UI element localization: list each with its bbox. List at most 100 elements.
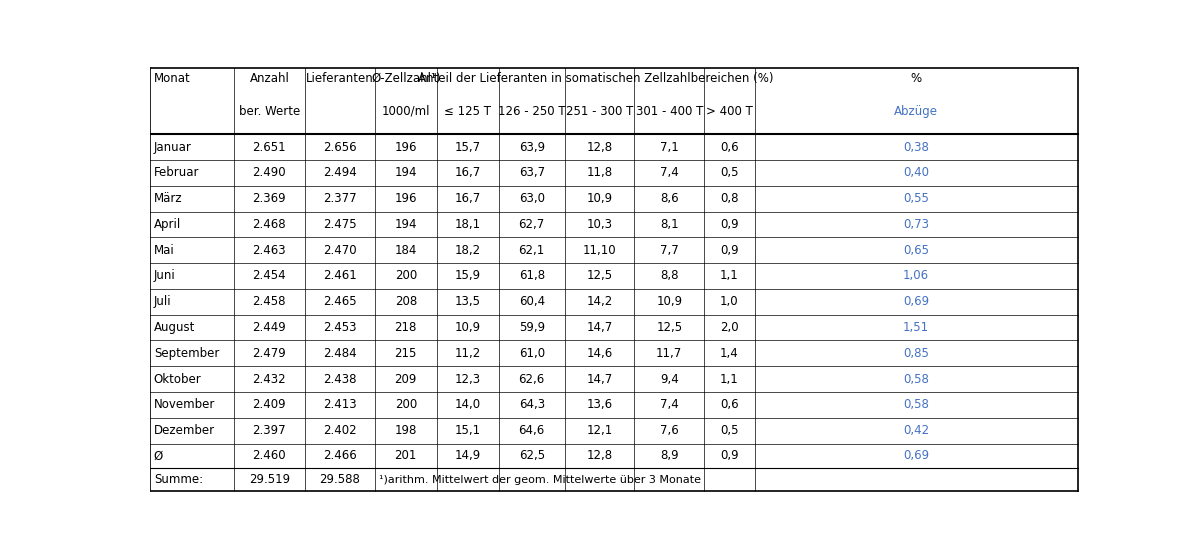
- Text: 2.656: 2.656: [323, 140, 356, 154]
- Text: 218: 218: [395, 321, 416, 334]
- Text: 208: 208: [395, 295, 416, 308]
- Text: 0,8: 0,8: [720, 192, 738, 205]
- Text: 10,9: 10,9: [587, 192, 612, 205]
- Text: April: April: [154, 218, 181, 231]
- Text: 13,6: 13,6: [587, 399, 612, 411]
- Text: 0,55: 0,55: [904, 192, 929, 205]
- Text: 2.432: 2.432: [252, 373, 286, 385]
- Text: 16,7: 16,7: [455, 166, 481, 179]
- Text: Ø: Ø: [154, 450, 163, 462]
- Text: 2.438: 2.438: [323, 373, 356, 385]
- Text: 14,0: 14,0: [455, 399, 481, 411]
- Text: 63,9: 63,9: [518, 140, 545, 154]
- Text: 14,2: 14,2: [587, 295, 613, 308]
- Text: Anzahl: Anzahl: [250, 72, 289, 85]
- Text: 2.460: 2.460: [252, 450, 286, 462]
- Text: 2.369: 2.369: [252, 192, 286, 205]
- Text: 2.402: 2.402: [323, 424, 356, 437]
- Text: > 400 T: > 400 T: [706, 105, 752, 118]
- Text: Juli: Juli: [154, 295, 172, 308]
- Text: Juni: Juni: [154, 269, 175, 283]
- Text: 11,7: 11,7: [656, 347, 683, 360]
- Text: 200: 200: [395, 269, 416, 283]
- Text: 2.458: 2.458: [253, 295, 286, 308]
- Text: 2.466: 2.466: [323, 450, 356, 462]
- Text: Summe:: Summe:: [154, 473, 203, 486]
- Text: 2.397: 2.397: [252, 424, 286, 437]
- Text: 1,1: 1,1: [720, 269, 739, 283]
- Text: 60,4: 60,4: [518, 295, 545, 308]
- Text: 2.449: 2.449: [252, 321, 287, 334]
- Text: Mai: Mai: [154, 244, 175, 257]
- Text: 0,85: 0,85: [904, 347, 929, 360]
- Text: 301 - 400 T: 301 - 400 T: [636, 105, 703, 118]
- Text: 10,9: 10,9: [656, 295, 683, 308]
- Text: 215: 215: [395, 347, 416, 360]
- Text: 62,1: 62,1: [518, 244, 545, 257]
- Text: 2.484: 2.484: [323, 347, 356, 360]
- Text: 11,8: 11,8: [587, 166, 612, 179]
- Text: 2.377: 2.377: [323, 192, 356, 205]
- Text: 0,69: 0,69: [904, 450, 929, 462]
- Text: 14,9: 14,9: [455, 450, 481, 462]
- Text: 1,0: 1,0: [720, 295, 739, 308]
- Text: 2.651: 2.651: [252, 140, 286, 154]
- Text: 64,3: 64,3: [518, 399, 545, 411]
- Text: 0,6: 0,6: [720, 140, 739, 154]
- Text: 2,0: 2,0: [720, 321, 739, 334]
- Text: 184: 184: [395, 244, 416, 257]
- Text: 15,9: 15,9: [455, 269, 481, 283]
- Text: Februar: Februar: [154, 166, 199, 179]
- Text: 9,4: 9,4: [660, 373, 679, 385]
- Text: 1,51: 1,51: [904, 321, 929, 334]
- Text: 59,9: 59,9: [518, 321, 545, 334]
- Text: 196: 196: [395, 140, 418, 154]
- Text: 63,0: 63,0: [518, 192, 545, 205]
- Text: 200: 200: [395, 399, 416, 411]
- Text: 194: 194: [395, 218, 418, 231]
- Text: 61,0: 61,0: [518, 347, 545, 360]
- Text: 198: 198: [395, 424, 416, 437]
- Text: 0,65: 0,65: [904, 244, 929, 257]
- Text: Anteil der Lieferanten in somatischen Zellzahlbereichen (%): Anteil der Lieferanten in somatischen Ze…: [418, 72, 773, 85]
- Text: 12,8: 12,8: [587, 450, 612, 462]
- Text: 0,69: 0,69: [904, 295, 929, 308]
- Text: 251 - 300 T: 251 - 300 T: [566, 105, 634, 118]
- Text: 61,8: 61,8: [518, 269, 545, 283]
- Text: 1,06: 1,06: [904, 269, 929, 283]
- Text: 8,1: 8,1: [660, 218, 678, 231]
- Text: September: September: [154, 347, 220, 360]
- Text: 1,4: 1,4: [720, 347, 739, 360]
- Text: 201: 201: [395, 450, 416, 462]
- Text: 2.413: 2.413: [323, 399, 356, 411]
- Text: 7,7: 7,7: [660, 244, 679, 257]
- Text: März: März: [154, 192, 182, 205]
- Text: Januar: Januar: [154, 140, 192, 154]
- Text: 62,5: 62,5: [518, 450, 545, 462]
- Text: 7,6: 7,6: [660, 424, 679, 437]
- Text: 11,2: 11,2: [455, 347, 481, 360]
- Text: Oktober: Oktober: [154, 373, 202, 385]
- Text: 7,4: 7,4: [660, 166, 679, 179]
- Text: 0,58: 0,58: [904, 399, 929, 411]
- Text: 1000/ml: 1000/ml: [382, 105, 430, 118]
- Text: 0,38: 0,38: [904, 140, 929, 154]
- Text: 8,9: 8,9: [660, 450, 678, 462]
- Text: 2.490: 2.490: [252, 166, 286, 179]
- Text: Abzüge: Abzüge: [894, 105, 938, 118]
- Text: 196: 196: [395, 192, 418, 205]
- Text: Ø-Zellzahl¹): Ø-Zellzahl¹): [371, 72, 440, 85]
- Text: 14,7: 14,7: [587, 321, 613, 334]
- Text: 2.461: 2.461: [323, 269, 356, 283]
- Text: 194: 194: [395, 166, 418, 179]
- Text: November: November: [154, 399, 215, 411]
- Text: 126 - 250 T: 126 - 250 T: [498, 105, 565, 118]
- Text: 0,5: 0,5: [720, 424, 738, 437]
- Text: ≤ 125 T: ≤ 125 T: [444, 105, 491, 118]
- Text: 12,3: 12,3: [455, 373, 481, 385]
- Text: 0,9: 0,9: [720, 218, 739, 231]
- Text: Dezember: Dezember: [154, 424, 215, 437]
- Text: 15,7: 15,7: [455, 140, 481, 154]
- Text: 7,1: 7,1: [660, 140, 679, 154]
- Text: 64,6: 64,6: [518, 424, 545, 437]
